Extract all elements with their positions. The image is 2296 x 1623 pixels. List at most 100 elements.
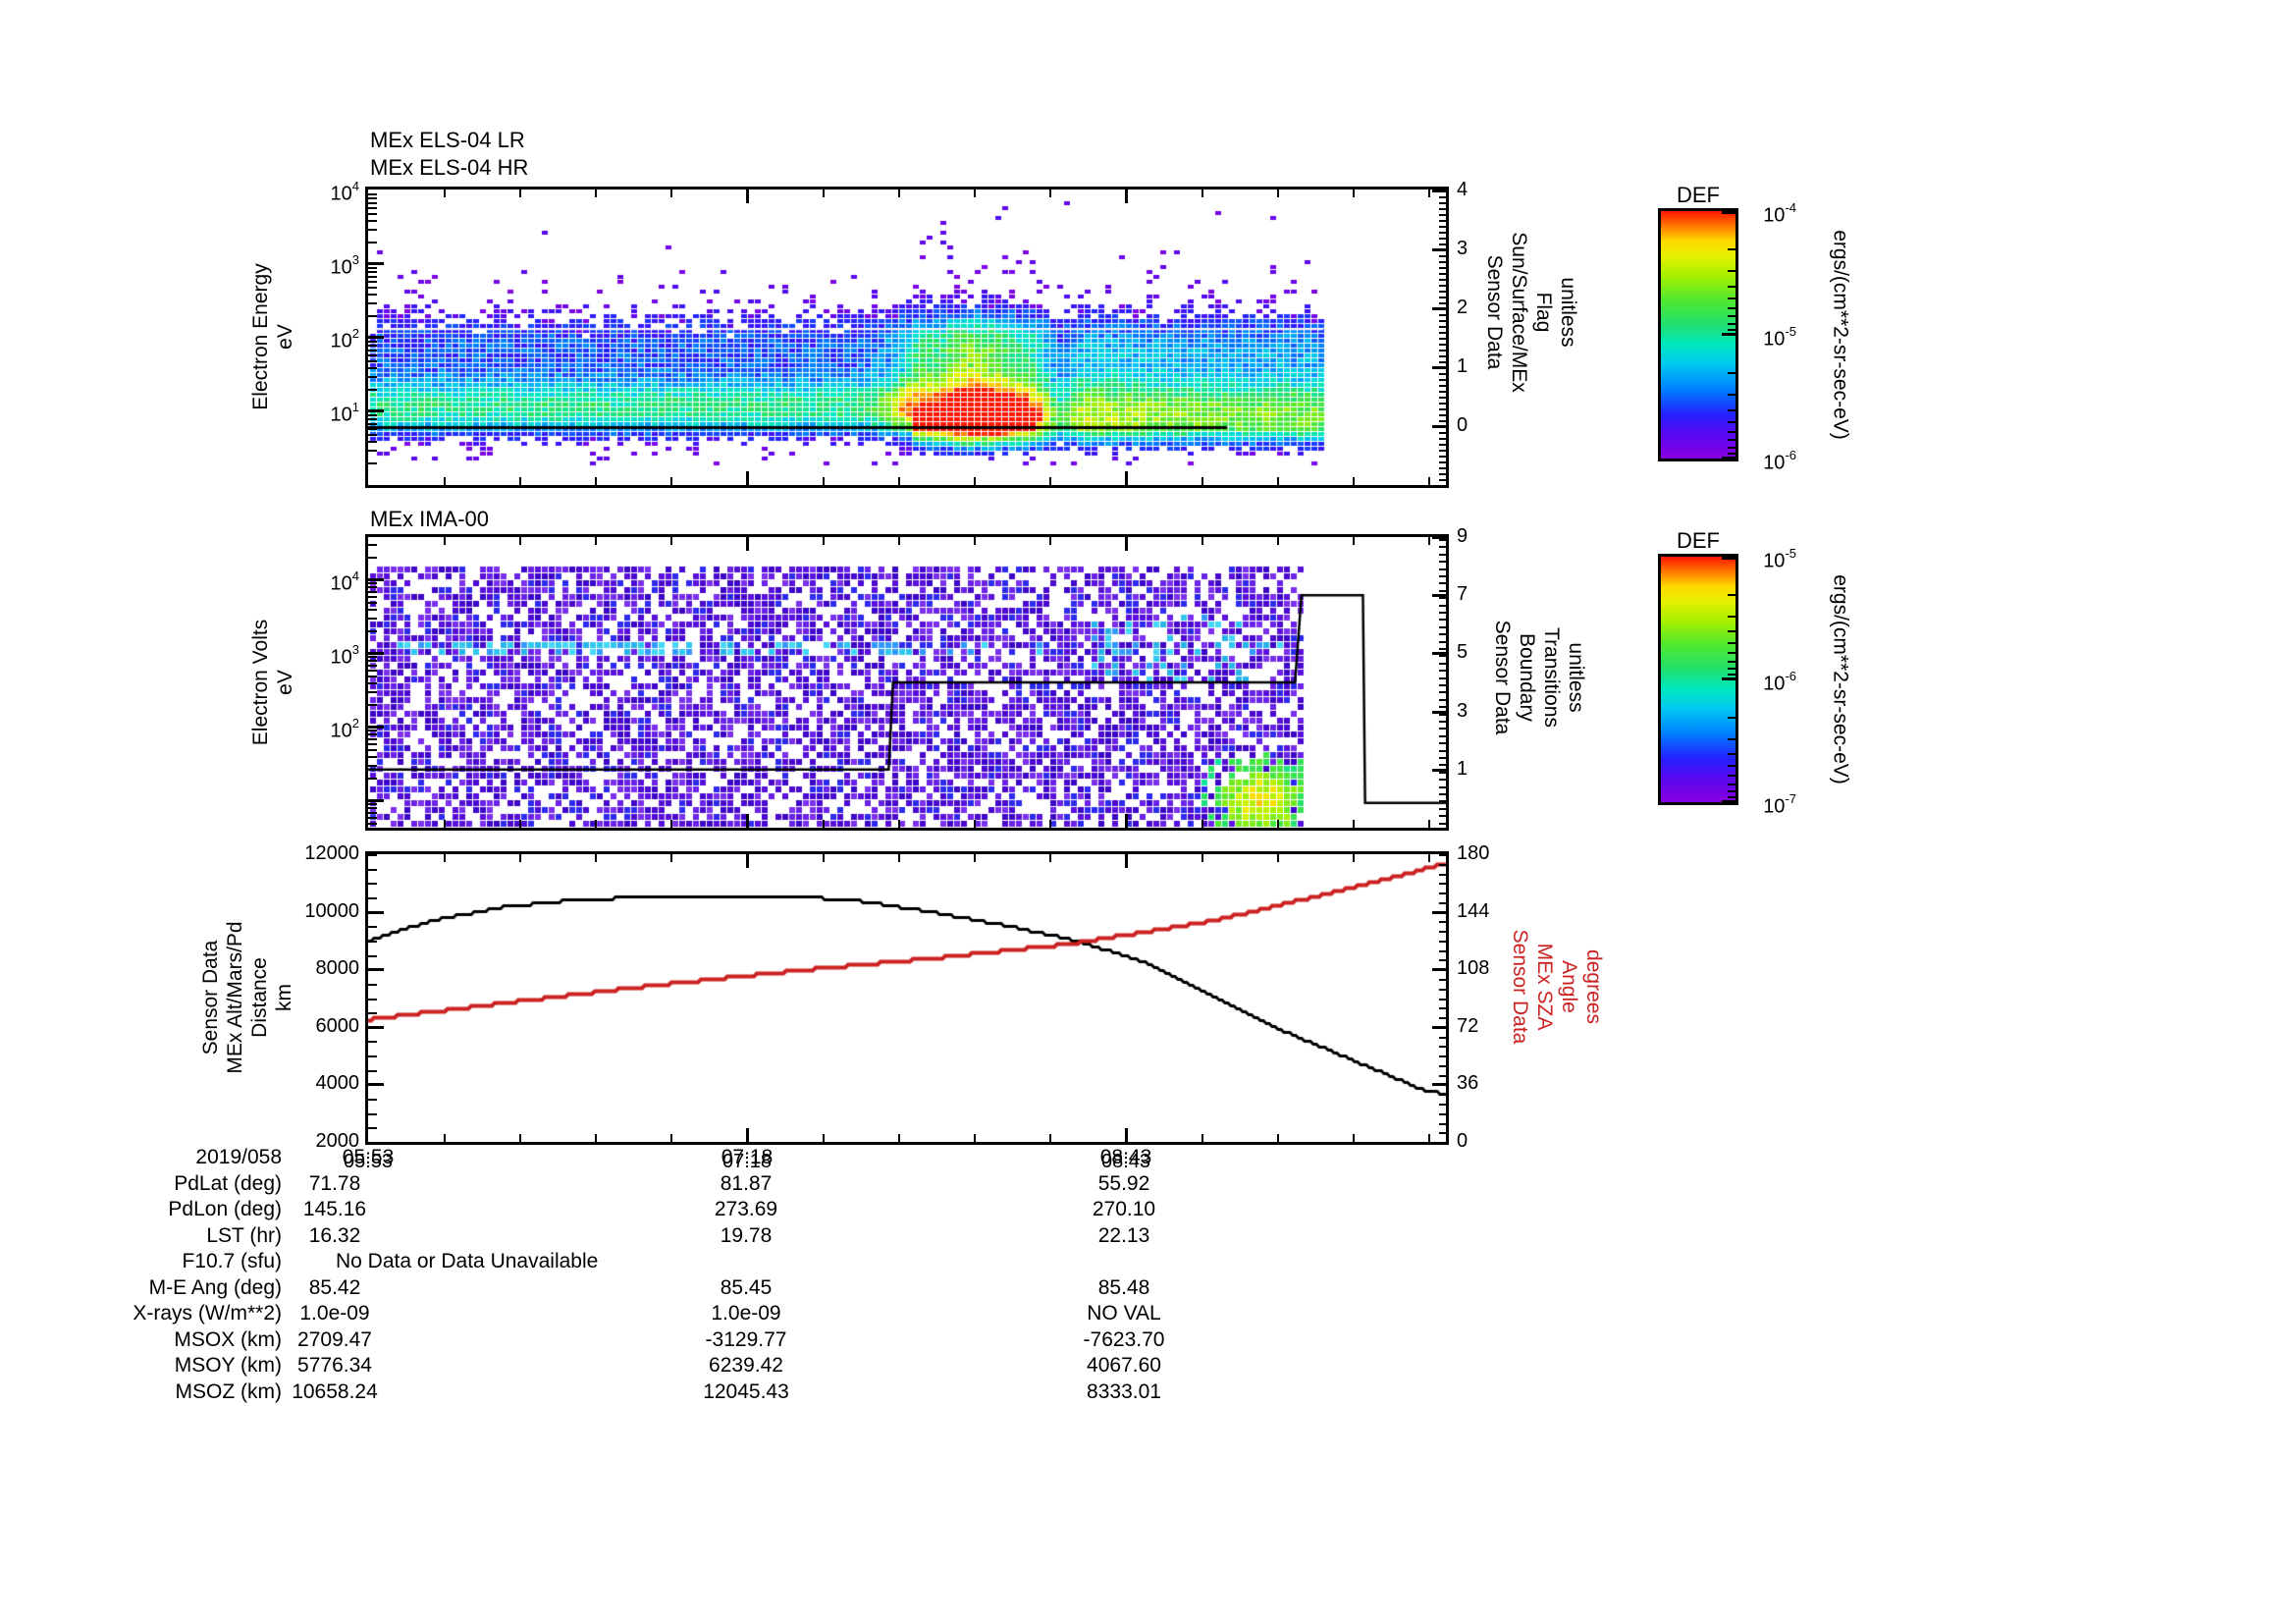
axis-tick xyxy=(519,1134,521,1142)
alt-ytick-label: 8000 xyxy=(315,957,360,980)
axis-tick xyxy=(368,765,377,768)
axis-tick xyxy=(368,675,377,677)
els-right-axis-label-line: Flag xyxy=(1532,292,1555,333)
axis-tick xyxy=(1439,713,1446,716)
axis-tick xyxy=(1439,414,1446,416)
axis-tick xyxy=(1439,568,1446,570)
table-row-label: M-E Ang (deg) xyxy=(148,1275,282,1299)
axis-tick xyxy=(368,389,377,392)
axis-tick xyxy=(368,286,377,289)
axis-tick xyxy=(1439,426,1446,428)
axis-tick xyxy=(974,477,976,485)
axis-tick xyxy=(368,271,377,274)
axis-tick xyxy=(1439,361,1446,363)
axis-tick xyxy=(670,1134,672,1142)
axis-tick xyxy=(1439,1094,1446,1097)
axis-tick xyxy=(368,1084,377,1087)
axis-tick xyxy=(1728,270,1735,273)
table-row-label: MSOY (km) xyxy=(174,1354,282,1377)
axis-tick xyxy=(1353,1134,1355,1142)
els-spectrogram-canvas xyxy=(368,189,1446,485)
table-cell-value: 85.42 xyxy=(308,1275,361,1299)
axis-tick xyxy=(1439,208,1446,210)
table-cell-value: 71.78 xyxy=(308,1171,361,1195)
axis-tick xyxy=(1439,473,1446,475)
axis-tick xyxy=(670,477,672,485)
axis-tick xyxy=(1201,189,1203,197)
colorbar-tick-label: 10-7 xyxy=(1763,791,1796,818)
alt-ytick-label: 6000 xyxy=(315,1014,360,1037)
axis-tick xyxy=(1277,854,1279,862)
axis-tick xyxy=(1439,633,1446,636)
axis-tick xyxy=(1439,655,1446,658)
axis-tick xyxy=(1201,477,1203,485)
axis-tick xyxy=(1439,432,1446,434)
colorbar-title: DEF xyxy=(1677,183,1720,207)
els-right-tick-label: 2 xyxy=(1457,297,1468,318)
axis-tick xyxy=(1728,247,1735,250)
ima-right-axis-label-line: unitless xyxy=(1565,642,1587,713)
axis-tick xyxy=(519,820,521,828)
els-right-axis-label-line: Sun/Surface/MEx xyxy=(1508,232,1530,393)
axis-tick xyxy=(368,280,377,283)
table-cell-value: -7623.70 xyxy=(1083,1327,1165,1351)
axis-tick xyxy=(1439,1017,1446,1020)
axis-tick xyxy=(368,586,377,589)
axis-tick xyxy=(1439,949,1446,952)
axis-tick xyxy=(368,868,377,871)
axis-tick xyxy=(1049,537,1051,545)
table-time-value: 07:18 xyxy=(721,1146,774,1168)
alt-y-axis-label-line: MEx Alt/Mars/Pd xyxy=(224,921,246,1074)
axis-tick xyxy=(368,557,377,560)
els-y-axis-label: Electron Energy eV xyxy=(248,263,297,409)
ima-y-axis-label-line: Electron Volts xyxy=(249,619,272,746)
axis-tick xyxy=(368,660,377,663)
axis-tick xyxy=(1439,873,1446,876)
axis-tick xyxy=(595,189,597,197)
axis-tick xyxy=(368,578,384,581)
axis-tick xyxy=(1439,539,1446,541)
axis-tick xyxy=(368,883,377,886)
alt-chart-canvas xyxy=(368,854,1446,1142)
axis-tick xyxy=(1728,775,1735,778)
axis-tick xyxy=(1439,438,1446,440)
axis-tick xyxy=(368,595,377,598)
table-cell-value: 1.0e-09 xyxy=(299,1302,370,1325)
axis-tick xyxy=(974,189,976,197)
axis-tick xyxy=(1728,453,1735,456)
alt-right-tick-label: 180 xyxy=(1457,842,1490,864)
axis-tick xyxy=(368,201,377,204)
axis-tick xyxy=(1439,444,1446,446)
axis-tick xyxy=(368,618,377,621)
els-ytick-label: 102 xyxy=(330,326,359,352)
axis-tick xyxy=(1439,403,1446,405)
axis-tick xyxy=(1439,344,1446,346)
axis-tick xyxy=(1439,728,1446,730)
axis-tick xyxy=(368,336,384,339)
axis-tick xyxy=(1439,226,1446,228)
axis-tick xyxy=(1353,477,1355,485)
axis-tick xyxy=(368,1055,377,1058)
els-right-axis-label-line: unitless xyxy=(1557,277,1579,348)
colorbar-unit-label: ergs/(cm**2-sr-sec-eV) xyxy=(1829,230,1853,440)
axis-tick xyxy=(1439,757,1446,759)
axis-tick xyxy=(1439,279,1446,281)
axis-tick xyxy=(1728,753,1735,756)
alt-xtick-label: 07:18 xyxy=(721,1151,773,1172)
table-time-value: 08:43 xyxy=(1099,1146,1152,1168)
colorbar-tick-label: 10-6 xyxy=(1763,448,1796,474)
ima-right-axis-label-line: Transitions xyxy=(1540,627,1563,728)
axis-tick xyxy=(823,537,825,545)
axis-tick xyxy=(670,820,672,828)
ima-y-axis-label-line: eV xyxy=(274,670,296,695)
axis-tick xyxy=(1439,721,1446,723)
axis-tick xyxy=(1439,670,1446,673)
alt-right-axis-label: Sensor Data MEx SZA Angle degrees xyxy=(1508,930,1606,1045)
axis-tick xyxy=(1439,1104,1446,1107)
axis-tick xyxy=(1439,749,1446,752)
axis-tick xyxy=(1439,285,1446,287)
els-ytick-label: 104 xyxy=(330,179,359,205)
axis-tick xyxy=(1439,676,1446,679)
axis-tick xyxy=(1728,765,1735,768)
